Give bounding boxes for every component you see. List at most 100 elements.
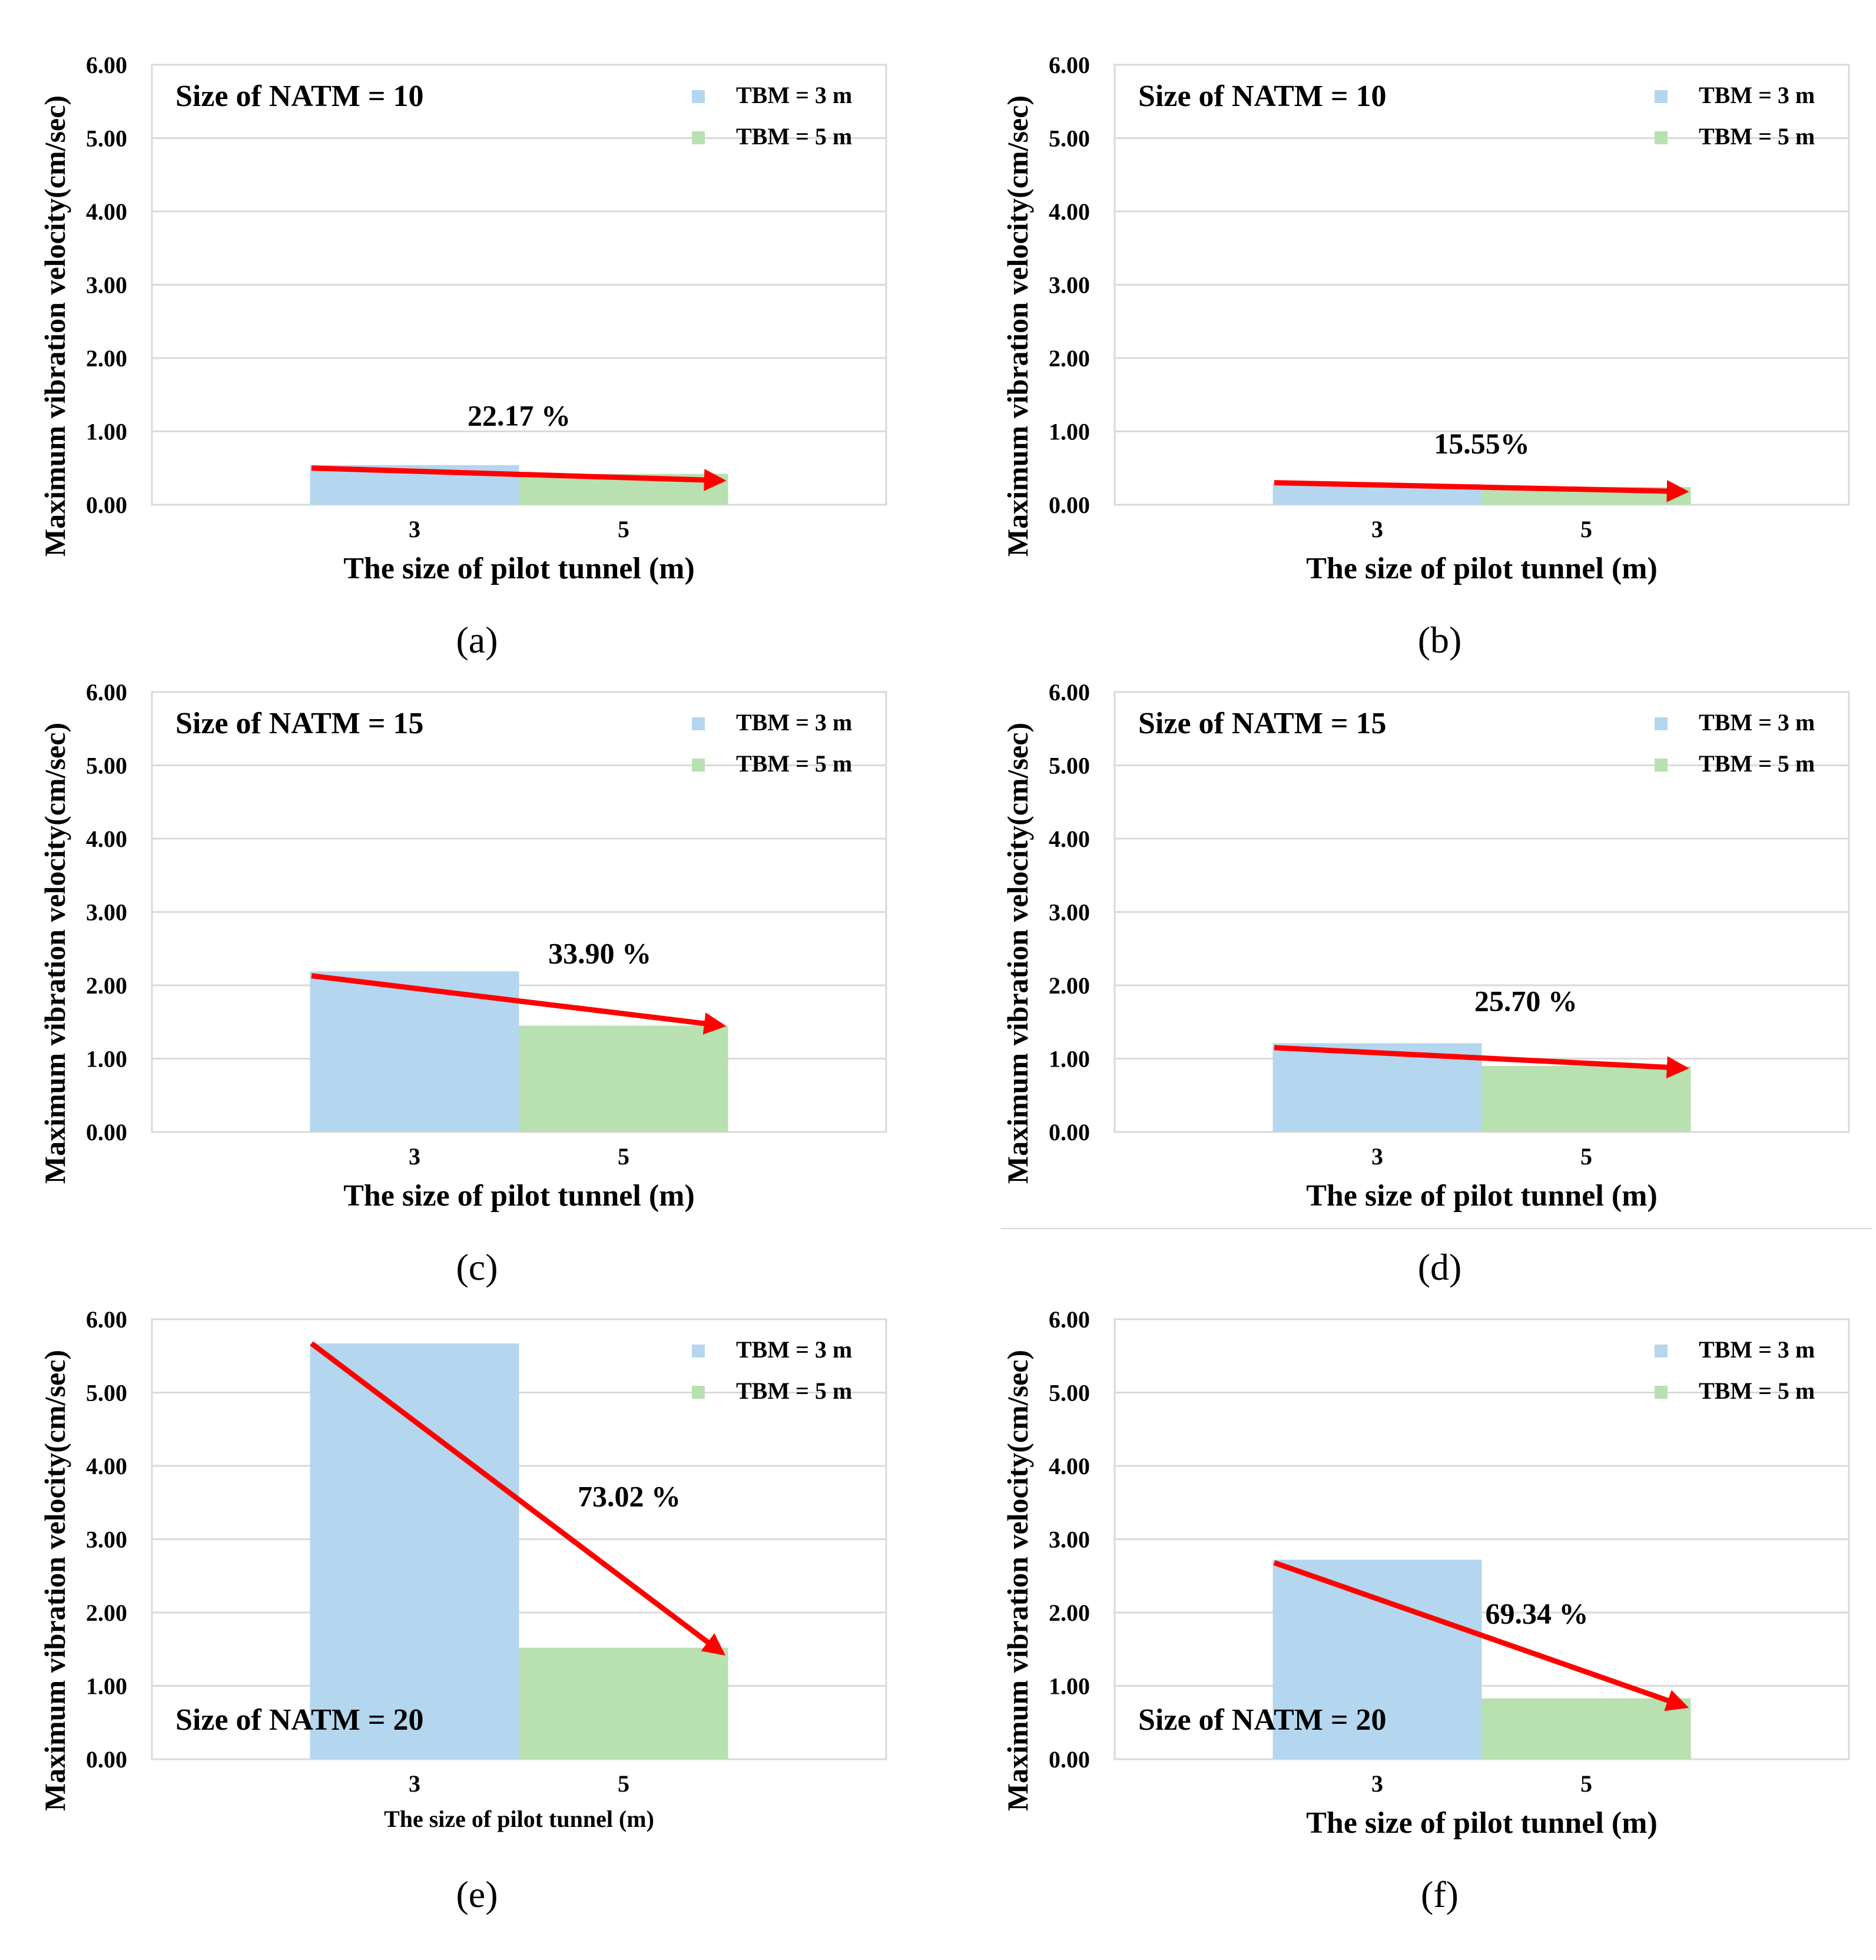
legend-swatch [692, 131, 705, 144]
chart-panel-a: 0.00 1.00 2.00 3.00 4.00 5.00 6.00 3 5 The size o… [18, 27, 936, 674]
y-tick-label: 4.00 [86, 198, 127, 225]
legend-swatch [692, 717, 705, 730]
panel-caption: (a) [456, 619, 498, 661]
chart-panel-f: 0.00 1.00 2.00 3.00 4.00 5.00 6.00 3 5 The size o… [980, 1281, 1876, 1929]
y-tick-label: 3.00 [1049, 1527, 1090, 1553]
y-tick-label: 6.00 [1049, 52, 1090, 78]
y-tick-label: 5.00 [1049, 1380, 1090, 1406]
bar-tbm-5m [519, 1025, 728, 1132]
y-tick-label: 4.00 [86, 826, 127, 852]
chart-title: Size of NATM = 10 [175, 80, 423, 113]
chart-panel-b: 0.00 1.00 2.00 3.00 4.00 5.00 6.00 3 5 The size o… [980, 27, 1876, 674]
y-tick-label: 1.00 [1049, 1046, 1090, 1072]
legend-label: TBM = 3 m [736, 82, 852, 108]
reduction-annotation: 15.55% [1434, 427, 1530, 460]
legend-label: TBM = 3 m [736, 1336, 852, 1363]
y-axis-title: Maximum vibration velocity(cm/sec) [38, 723, 71, 1184]
trend-arrow [310, 1341, 726, 1656]
bar-tbm-5m [1481, 1065, 1691, 1132]
legend-swatch [692, 90, 705, 103]
y-tick-label: 4.00 [1049, 1453, 1090, 1479]
legend-swatch [692, 1386, 705, 1399]
bar-tbm-3m [310, 1343, 519, 1759]
y-tick-label: 1.00 [86, 419, 127, 445]
y-tick-label: 2.00 [86, 972, 127, 999]
legend-swatch [692, 759, 705, 772]
panel-caption: (d) [1417, 1246, 1462, 1288]
panel-caption: (c) [456, 1246, 498, 1288]
x-tick-label: 3 [409, 1770, 420, 1797]
y-tick-label: 6.00 [1049, 1306, 1090, 1333]
bar-tbm-5m [519, 1647, 728, 1759]
trend-arrow [311, 465, 727, 491]
legend-label: TBM = 5 m [736, 123, 852, 150]
y-tick-label: 2.00 [1049, 345, 1090, 372]
x-axis-title: The size of pilot tunnel (m) [343, 1179, 695, 1213]
legend-swatch [1655, 759, 1668, 772]
legend-label: TBM = 5 m [1699, 750, 1815, 777]
x-tick-label: 5 [1580, 1770, 1592, 1797]
legend-swatch [1655, 1386, 1668, 1399]
x-axis-title: The size of pilot tunnel (m) [1306, 1806, 1658, 1840]
y-tick-label: 0.00 [1049, 492, 1090, 518]
y-tick-label: 4.00 [1049, 826, 1090, 852]
y-axis-title: Maximum vibration velocity(cm/sec) [1001, 95, 1034, 557]
trend-arrow [1274, 1045, 1689, 1079]
y-tick-label: 6.00 [86, 679, 127, 706]
x-axis-title: The size of pilot tunnel (m) [1306, 1179, 1658, 1213]
x-axis-title: The size of pilot tunnel (m) [343, 552, 695, 585]
x-tick-label: 5 [618, 1143, 629, 1170]
x-tick-label: 3 [409, 1143, 420, 1170]
panel-caption: (e) [456, 1873, 498, 1915]
trend-arrow [311, 973, 727, 1035]
y-tick-label: 1.00 [1049, 419, 1090, 445]
reduction-annotation: 33.90 % [548, 937, 651, 970]
legend-label: TBM = 3 m [1699, 82, 1815, 108]
y-tick-label: 1.00 [86, 1046, 127, 1072]
y-tick-label: 0.00 [1049, 1746, 1090, 1773]
reduction-annotation: 69.34 % [1486, 1597, 1589, 1630]
chart-title: Size of NATM = 15 [1138, 707, 1386, 740]
bar-tbm-3m [1272, 1560, 1482, 1759]
chart-title: Size of NATM = 10 [1138, 80, 1386, 113]
legend-label: TBM = 5 m [1699, 1378, 1815, 1404]
x-tick-label: 5 [618, 516, 629, 542]
y-tick-label: 6.00 [86, 52, 127, 78]
legend-label: TBM = 5 m [736, 750, 852, 777]
y-tick-label: 0.00 [86, 492, 127, 518]
y-tick-label: 0.00 [86, 1119, 127, 1145]
panel-caption: (f) [1421, 1873, 1459, 1915]
legend-label: TBM = 3 m [1699, 1336, 1815, 1363]
y-tick-label: 5.00 [86, 125, 127, 152]
bar-chart-b: 0.00 1.00 2.00 3.00 4.00 5.00 6.00 3 5 The size o… [1001, 52, 1850, 585]
x-tick-label: 3 [409, 516, 420, 542]
legend-label: TBM = 3 m [1699, 709, 1815, 736]
y-tick-label: 6.00 [1049, 679, 1090, 706]
legend-label: TBM = 5 m [1699, 123, 1815, 150]
y-tick-label: 0.00 [86, 1746, 127, 1773]
bar-chart-a: 0.00 1.00 2.00 3.00 4.00 5.00 6.00 3 5 The size o… [38, 52, 887, 585]
legend-label: TBM = 3 m [736, 709, 852, 736]
x-tick-label: 3 [1371, 1770, 1383, 1797]
chart-panel-c: 0.00 1.00 2.00 3.00 4.00 5.00 6.00 3 5 The size o… [18, 654, 936, 1302]
x-tick-label: 3 [1371, 516, 1383, 542]
chart-title: Size of NATM = 15 [175, 707, 423, 740]
y-tick-label: 3.00 [86, 899, 127, 926]
x-tick-label: 3 [1371, 1143, 1383, 1170]
y-tick-label: 5.00 [86, 1380, 127, 1406]
y-axis-title: Maximum vibration velocity(cm/sec) [38, 1350, 71, 1811]
y-tick-label: 2.00 [1049, 972, 1090, 999]
reduction-annotation: 22.17 % [468, 399, 571, 432]
y-tick-label: 5.00 [1049, 753, 1090, 779]
legend-swatch [1655, 90, 1668, 103]
y-axis-title: Maximum vibration velocity(cm/sec) [38, 95, 71, 557]
legend-swatch [1655, 131, 1668, 144]
y-tick-label: 2.00 [86, 1600, 127, 1626]
x-axis-title: The size of pilot tunnel (m) [1306, 552, 1658, 585]
divider-line [1001, 1228, 1872, 1229]
x-axis-title: The size of pilot tunnel (m) [384, 1806, 654, 1832]
trend-arrow [1273, 1560, 1689, 1711]
reduction-annotation: 73.02 % [578, 1479, 681, 1512]
chart-title: Size of NATM = 20 [175, 1703, 423, 1737]
y-tick-label: 1.00 [1049, 1673, 1090, 1700]
